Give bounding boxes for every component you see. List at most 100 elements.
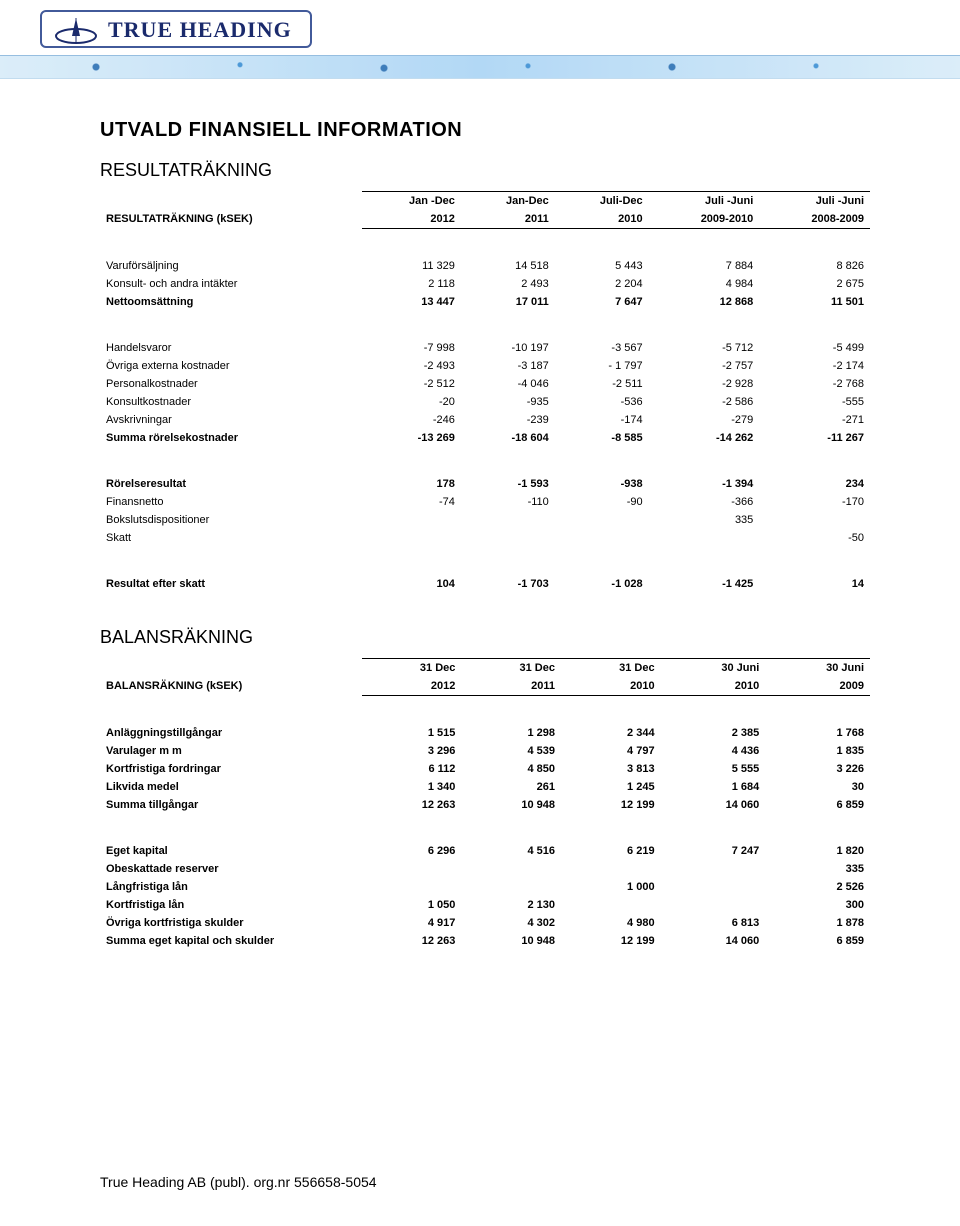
row-label: Summa tillgångar: [100, 796, 362, 814]
row-label: Övriga kortfristiga skulder: [100, 914, 362, 932]
col-period: Jan -Dec: [362, 192, 461, 211]
balance-table: 31 Dec 31 Dec 31 Dec 30 Juni 30 Juni BAL…: [100, 658, 870, 950]
row-label: Långfristiga lån: [100, 878, 362, 896]
cell-value: 14 060: [661, 932, 766, 950]
cell-value: 2 385: [661, 724, 766, 742]
cell-value: -938: [555, 475, 649, 493]
col-period: Jan-Dec: [461, 192, 555, 211]
section1-heading: RESULTATRÄKNING: [100, 160, 870, 181]
row-label: Rörelseresultat: [100, 475, 362, 493]
cell-value: 11 329: [362, 257, 461, 275]
cell-value: 335: [765, 860, 870, 878]
cell-value: [461, 529, 555, 547]
cell-value: -18 604: [461, 429, 555, 447]
table-row: Skatt-50: [100, 529, 870, 547]
table-row: Personalkostnader-2 512-4 046-2 511-2 92…: [100, 375, 870, 393]
cell-value: 1 878: [765, 914, 870, 932]
cell-value: 5 555: [661, 760, 766, 778]
cell-value: 1 768: [765, 724, 870, 742]
table-row: Finansnetto-74-110-90-366-170: [100, 493, 870, 511]
spacer-row: [100, 547, 870, 575]
row-label: Avskrivningar: [100, 411, 362, 429]
cell-value: 1 050: [362, 896, 462, 914]
cell-value: -271: [759, 411, 870, 429]
cell-value: 1 298: [461, 724, 561, 742]
cell-value: 2 493: [461, 275, 555, 293]
col-year: 2012: [362, 210, 461, 229]
cell-value: 261: [461, 778, 561, 796]
cell-value: 300: [765, 896, 870, 914]
col-period: 30 Juni: [661, 659, 766, 678]
row-label-header: RESULTATRÄKNING (kSEK): [100, 210, 362, 229]
cell-value: 1 000: [561, 878, 661, 896]
cell-value: 12 263: [362, 796, 462, 814]
spacer-row: [100, 696, 870, 725]
cell-value: 4 850: [461, 760, 561, 778]
table-row: Rörelseresultat178-1 593-938-1 394234: [100, 475, 870, 493]
table-row: Övriga kortfristiga skulder4 9174 3024 9…: [100, 914, 870, 932]
cell-value: -2 493: [362, 357, 461, 375]
cell-value: 3 813: [561, 760, 661, 778]
cell-value: 4 302: [461, 914, 561, 932]
row-label: Kortfristiga lån: [100, 896, 362, 914]
cell-value: 6 813: [661, 914, 766, 932]
cell-value: -1 028: [555, 575, 649, 593]
table-row: Kortfristiga fordringar6 1124 8503 8135 …: [100, 760, 870, 778]
row-label: Personalkostnader: [100, 375, 362, 393]
spacer-row: [100, 447, 870, 475]
col-year: 2009: [765, 677, 870, 696]
cell-value: 12 263: [362, 932, 462, 950]
table-row: Eget kapital6 2964 5166 2197 2471 820: [100, 842, 870, 860]
cell-value: 8 826: [759, 257, 870, 275]
row-label: Konsultkostnader: [100, 393, 362, 411]
cell-value: -1 703: [461, 575, 555, 593]
table-row: Summa rörelsekostnader-13 269-18 604-8 5…: [100, 429, 870, 447]
cell-value: [661, 860, 766, 878]
cell-value: 6 296: [362, 842, 462, 860]
cell-value: -10 197: [461, 339, 555, 357]
table-row: Likvida medel1 3402611 2451 68430: [100, 778, 870, 796]
table-row: Anläggningstillgångar1 5151 2982 3442 38…: [100, 724, 870, 742]
period-header-row: Jan -Dec Jan-Dec Juli-Dec Juli -Juni Jul…: [100, 192, 870, 211]
cell-value: 335: [649, 511, 760, 529]
row-label: Resultat efter skatt: [100, 575, 362, 593]
cell-value: [461, 878, 561, 896]
table-row: Obeskattade reserver335: [100, 860, 870, 878]
cell-value: 14 060: [661, 796, 766, 814]
row-label: Finansnetto: [100, 493, 362, 511]
col-year: 2011: [461, 210, 555, 229]
cell-value: [561, 896, 661, 914]
page: TRUE HEADING UTVALD FINANSIELL INFORMATI…: [0, 0, 960, 1226]
cell-value: - 1 797: [555, 357, 649, 375]
col-year: 2011: [461, 677, 561, 696]
cell-value: -90: [555, 493, 649, 511]
table-row: Övriga externa kostnader-2 493-3 187- 1 …: [100, 357, 870, 375]
wave-divider: [0, 55, 960, 79]
cell-value: 1 820: [765, 842, 870, 860]
col-period: Juli-Dec: [555, 192, 649, 211]
cell-value: 6 112: [362, 760, 462, 778]
table-row: Summa eget kapital och skulder12 26310 9…: [100, 932, 870, 950]
cell-value: 10 948: [461, 932, 561, 950]
cell-value: 1 245: [561, 778, 661, 796]
content: UTVALD FINANSIELL INFORMATION RESULTATRÄ…: [0, 79, 960, 950]
cell-value: 30: [765, 778, 870, 796]
row-label-header: BALANSRÄKNING (kSEK): [100, 677, 362, 696]
cell-value: [661, 896, 766, 914]
cell-value: -110: [461, 493, 555, 511]
cell-value: 4 980: [561, 914, 661, 932]
cell-value: -50: [759, 529, 870, 547]
row-label: Handelsvaror: [100, 339, 362, 357]
cell-value: -5 712: [649, 339, 760, 357]
row-label: Bokslutsdispositioner: [100, 511, 362, 529]
cell-value: -366: [649, 493, 760, 511]
cell-value: 4 516: [461, 842, 561, 860]
cell-value: -2 174: [759, 357, 870, 375]
cell-value: 4 797: [561, 742, 661, 760]
table-row: Bokslutsdispositioner 335: [100, 511, 870, 529]
row-label: Summa eget kapital och skulder: [100, 932, 362, 950]
cell-value: -536: [555, 393, 649, 411]
cell-value: 14: [759, 575, 870, 593]
col-period: Juli -Juni: [649, 192, 760, 211]
header: TRUE HEADING: [0, 0, 960, 49]
